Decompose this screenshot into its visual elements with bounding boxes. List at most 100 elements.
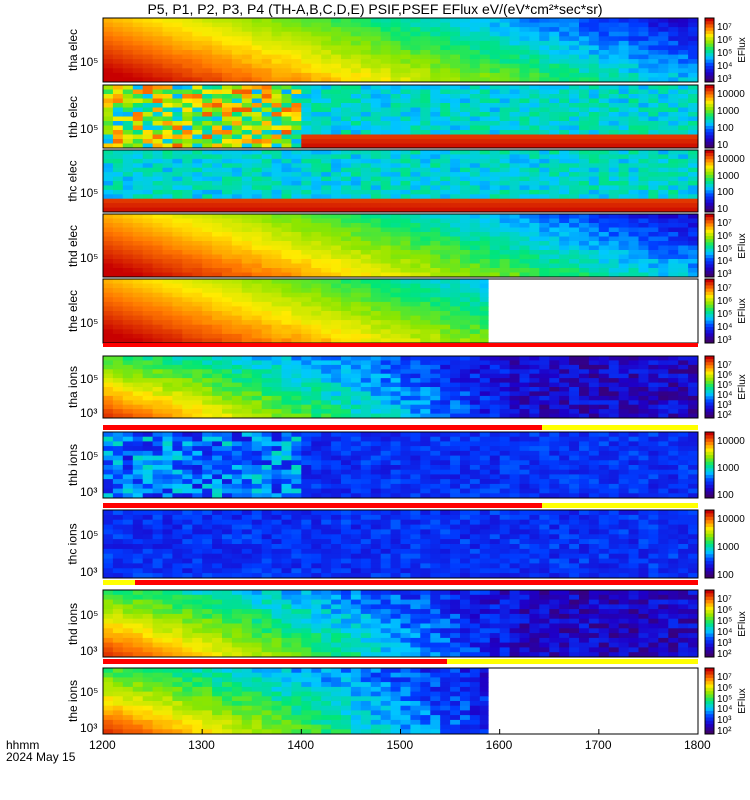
heatmap-cell — [499, 31, 511, 37]
heatmap-cell — [509, 268, 520, 273]
heatmap-cell — [132, 301, 144, 307]
heatmap-cell — [132, 176, 144, 182]
heatmap-cell — [678, 236, 689, 242]
colorbar-step — [705, 156, 714, 160]
heatmap-cell — [390, 125, 401, 131]
heatmap-cell — [271, 130, 282, 135]
heatmap-cell — [251, 98, 263, 104]
colorbar-step — [705, 339, 714, 344]
heatmap-cell — [688, 112, 699, 117]
heatmap-cell — [638, 369, 649, 375]
heatmap-cell — [618, 50, 630, 56]
heatmap-cell — [112, 176, 124, 182]
heatmap-cell — [400, 112, 411, 117]
heatmap-cell — [668, 68, 679, 74]
heatmap-cell — [231, 382, 243, 388]
heatmap-cell — [460, 198, 471, 204]
heatmap-cell — [440, 236, 451, 242]
heatmap-cell — [132, 409, 144, 414]
heatmap-cell — [103, 68, 114, 74]
heatmap-cell — [370, 139, 382, 144]
heatmap-cell — [400, 338, 411, 344]
heatmap-cell — [360, 189, 372, 195]
heatmap-cell — [460, 236, 471, 242]
heatmap-cell — [430, 85, 441, 90]
heatmap-cell — [499, 360, 511, 366]
heatmap-cell — [688, 404, 699, 410]
heatmap-cell — [212, 198, 223, 204]
heatmap-cell — [688, 40, 699, 46]
heatmap-cell — [112, 465, 124, 471]
heatmap-cell — [569, 85, 580, 90]
heatmap-cell — [529, 272, 540, 278]
heatmap-cell — [688, 189, 699, 195]
heatmap-cell — [569, 373, 580, 379]
heatmap-cell — [202, 306, 213, 312]
heatmap-cell — [440, 27, 451, 33]
heatmap-cell — [678, 50, 689, 56]
heatmap-cell — [450, 125, 461, 131]
heatmap-cell — [539, 103, 550, 108]
heatmap-cell — [132, 413, 144, 419]
heatmap-cell — [519, 254, 530, 260]
heatmap-cell — [668, 382, 679, 388]
heatmap-cell — [588, 391, 600, 397]
heatmap-cell — [460, 387, 471, 392]
heatmap-cell — [281, 236, 292, 242]
heatmap-cell — [688, 150, 699, 155]
heatmap-cell — [519, 107, 530, 113]
heatmap-cell — [598, 232, 610, 237]
heatmap-cell — [202, 167, 213, 173]
heatmap-cell — [668, 387, 679, 392]
heatmap-cell — [360, 214, 372, 219]
heatmap-cell — [469, 333, 481, 339]
heatmap-cell — [638, 214, 649, 219]
heatmap-cell — [529, 245, 540, 251]
heatmap-cell — [420, 36, 431, 42]
colorbar-step — [705, 159, 714, 163]
heatmap-cell — [420, 409, 431, 414]
heatmap-cell — [142, 207, 154, 213]
heatmap-cell — [172, 77, 183, 83]
heatmap-cell — [380, 139, 392, 144]
heatmap-cell — [440, 45, 451, 51]
heatmap-cell — [291, 167, 302, 173]
heatmap-cell — [410, 232, 421, 237]
heatmap-cell — [212, 306, 223, 312]
heatmap-cell — [360, 301, 372, 307]
heatmap-cell — [549, 194, 560, 200]
heatmap-cell — [142, 72, 154, 78]
heatmap-cell — [291, 214, 302, 219]
heatmap-cell — [370, 329, 382, 335]
heatmap-cell — [450, 112, 461, 117]
heatmap-cell — [231, 259, 243, 264]
heatmap-cell — [182, 409, 193, 414]
heatmap-cell — [559, 130, 570, 135]
heatmap-cell — [112, 306, 124, 312]
heatmap-cell — [549, 18, 560, 24]
heatmap-cell — [360, 103, 372, 108]
heatmap-cell — [301, 203, 312, 208]
heatmap-cell — [222, 245, 233, 251]
heatmap-cell — [311, 268, 322, 273]
heatmap-cell — [440, 288, 451, 294]
heatmap-cell — [231, 189, 243, 195]
heatmap-cell — [311, 382, 322, 388]
heatmap-cell — [509, 89, 520, 95]
heatmap-cell — [618, 112, 630, 117]
heatmap-cell — [212, 172, 223, 177]
heatmap-cell — [579, 214, 590, 219]
heatmap-cell — [271, 227, 282, 233]
heatmap-cell — [112, 400, 124, 406]
colorbar-step — [705, 190, 714, 194]
heatmap-cell — [311, 254, 322, 260]
heatmap-cell — [569, 207, 580, 213]
heatmap-cell — [598, 107, 610, 113]
heatmap-cell — [509, 59, 520, 65]
heatmap-cell — [479, 311, 489, 317]
heatmap-cell — [380, 283, 392, 289]
heatmap-cell — [400, 198, 411, 204]
heatmap-cell — [519, 181, 530, 186]
heatmap-cell — [420, 378, 431, 383]
heatmap-cell — [112, 263, 124, 269]
